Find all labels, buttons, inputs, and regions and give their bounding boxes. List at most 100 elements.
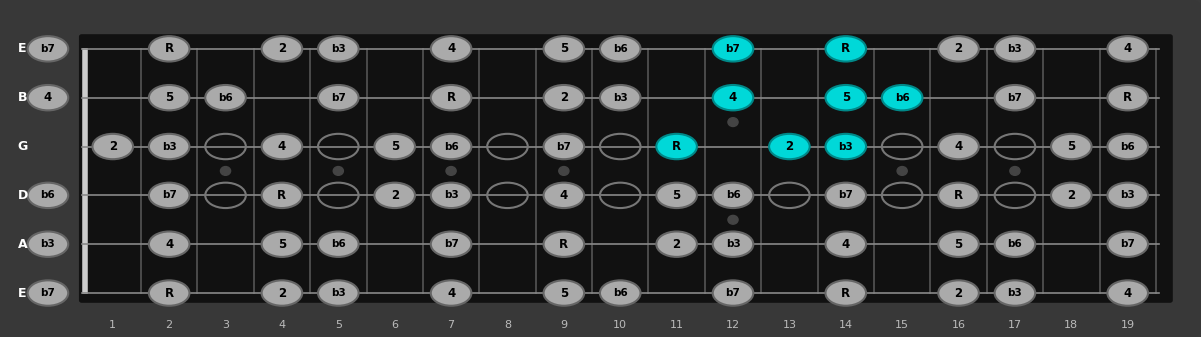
Ellipse shape <box>1107 134 1148 159</box>
Text: R: R <box>1123 91 1133 104</box>
Text: b7: b7 <box>1121 239 1135 249</box>
Text: 2: 2 <box>955 286 963 300</box>
Text: 5: 5 <box>165 91 173 104</box>
Ellipse shape <box>262 36 303 62</box>
Ellipse shape <box>318 232 359 257</box>
Text: b6: b6 <box>613 44 628 54</box>
Text: 5: 5 <box>335 320 342 330</box>
Text: b6: b6 <box>725 190 740 201</box>
Text: R: R <box>277 189 287 202</box>
Ellipse shape <box>994 232 1035 257</box>
Text: A: A <box>18 238 28 251</box>
Text: 8: 8 <box>504 320 512 330</box>
Text: b6: b6 <box>41 190 55 201</box>
Ellipse shape <box>1107 280 1148 306</box>
Ellipse shape <box>262 183 303 208</box>
Text: 9: 9 <box>561 320 567 330</box>
Ellipse shape <box>544 280 584 306</box>
Ellipse shape <box>1107 232 1148 257</box>
Text: b3: b3 <box>725 239 740 249</box>
Ellipse shape <box>938 36 979 62</box>
Text: 5: 5 <box>560 286 568 300</box>
Text: 4: 4 <box>43 91 52 104</box>
Circle shape <box>728 215 739 224</box>
Text: b7: b7 <box>725 288 741 298</box>
Ellipse shape <box>712 36 753 62</box>
Text: 14: 14 <box>838 320 853 330</box>
Ellipse shape <box>149 232 190 257</box>
Text: 5: 5 <box>673 189 681 202</box>
Ellipse shape <box>149 183 190 208</box>
Ellipse shape <box>28 36 68 62</box>
Text: b7: b7 <box>556 142 572 152</box>
Ellipse shape <box>656 183 697 208</box>
Ellipse shape <box>375 134 416 159</box>
Ellipse shape <box>431 134 471 159</box>
Text: 4: 4 <box>165 238 173 251</box>
Text: 4: 4 <box>277 140 286 153</box>
Ellipse shape <box>600 280 640 306</box>
Text: b3: b3 <box>613 93 628 103</box>
Text: 2: 2 <box>390 189 399 202</box>
Ellipse shape <box>318 280 359 306</box>
Text: B: B <box>18 91 28 104</box>
Text: 5: 5 <box>955 238 963 251</box>
Text: b7: b7 <box>725 44 741 54</box>
Text: 2: 2 <box>277 286 286 300</box>
Text: b3: b3 <box>1121 190 1135 201</box>
Ellipse shape <box>431 36 471 62</box>
Ellipse shape <box>994 85 1035 111</box>
Ellipse shape <box>825 232 866 257</box>
Ellipse shape <box>28 280 68 306</box>
Ellipse shape <box>544 134 584 159</box>
Ellipse shape <box>28 183 68 208</box>
Text: 1: 1 <box>109 320 116 330</box>
Text: b6: b6 <box>613 288 628 298</box>
Ellipse shape <box>1107 36 1148 62</box>
Text: b7: b7 <box>162 190 177 201</box>
Ellipse shape <box>431 280 471 306</box>
Text: 4: 4 <box>560 189 568 202</box>
Text: b3: b3 <box>331 44 346 54</box>
Text: b6: b6 <box>331 239 346 249</box>
Text: 4: 4 <box>1124 42 1131 55</box>
Circle shape <box>333 166 343 175</box>
Text: 16: 16 <box>951 320 966 330</box>
Ellipse shape <box>149 280 190 306</box>
Text: b3: b3 <box>838 142 853 152</box>
Ellipse shape <box>938 183 979 208</box>
Ellipse shape <box>544 232 584 257</box>
Text: R: R <box>560 238 568 251</box>
Text: R: R <box>673 140 681 153</box>
Text: 12: 12 <box>725 320 740 330</box>
Text: 2: 2 <box>277 42 286 55</box>
Text: b6: b6 <box>1121 142 1135 152</box>
Text: 18: 18 <box>1064 320 1078 330</box>
Circle shape <box>1010 166 1020 175</box>
FancyBboxPatch shape <box>79 34 1173 303</box>
Ellipse shape <box>544 183 584 208</box>
Text: b6: b6 <box>895 93 909 103</box>
Text: 4: 4 <box>279 320 286 330</box>
Ellipse shape <box>318 36 359 62</box>
Ellipse shape <box>769 134 809 159</box>
Text: 2: 2 <box>673 238 681 251</box>
Text: R: R <box>841 42 850 55</box>
Text: 5: 5 <box>560 42 568 55</box>
Ellipse shape <box>994 280 1035 306</box>
Ellipse shape <box>318 85 359 111</box>
Ellipse shape <box>28 85 68 111</box>
Text: 10: 10 <box>614 320 627 330</box>
Text: 4: 4 <box>447 42 455 55</box>
Ellipse shape <box>262 280 303 306</box>
Ellipse shape <box>149 134 190 159</box>
Text: b7: b7 <box>330 93 346 103</box>
Text: G: G <box>18 140 28 153</box>
Ellipse shape <box>544 36 584 62</box>
Text: b3: b3 <box>443 190 459 201</box>
Ellipse shape <box>712 85 753 111</box>
Ellipse shape <box>656 134 697 159</box>
Circle shape <box>897 166 907 175</box>
Ellipse shape <box>262 134 303 159</box>
Ellipse shape <box>431 183 471 208</box>
